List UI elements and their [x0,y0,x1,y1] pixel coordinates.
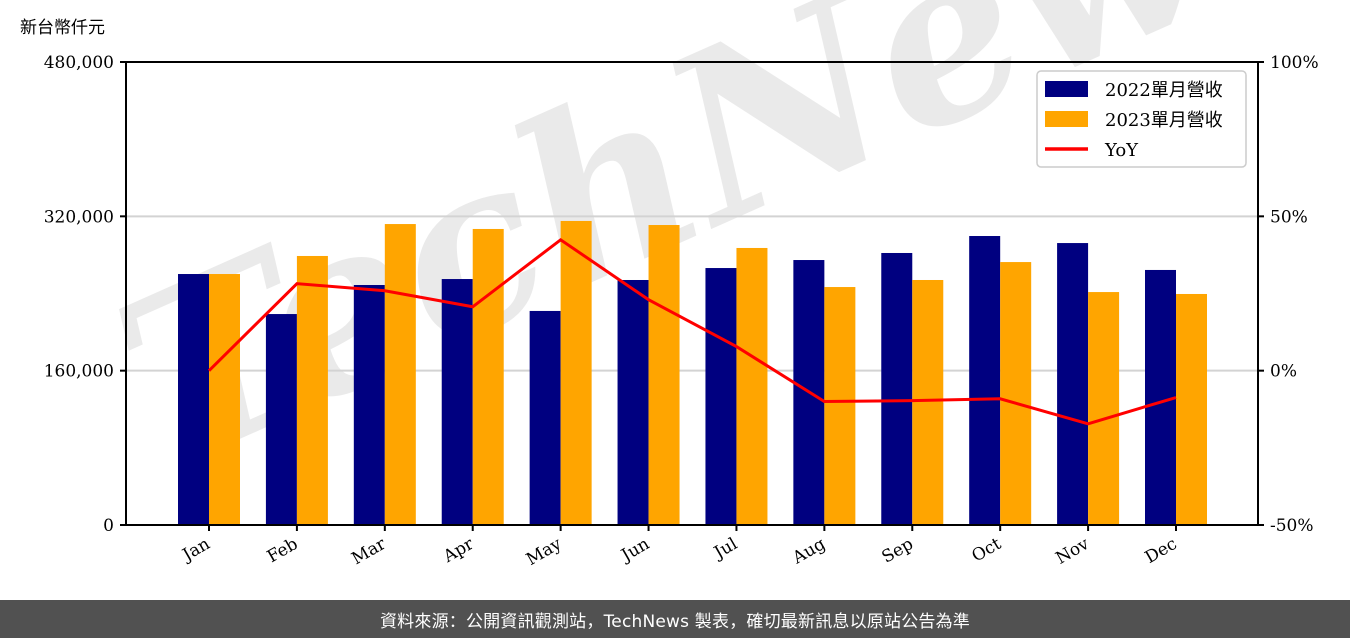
bar-jun [617,279,649,525]
source-footer: 資料來源：公開資訊觀測站，TechNews 製表，確切最新訊息以原站公告為準 [0,600,1350,638]
bar-series-2023 [209,220,1207,526]
bar-jan [178,274,209,525]
x-tick-label-aug: Aug [788,534,829,569]
bar-nov [1057,243,1089,525]
legend-label: 2022單月營收 [1105,80,1223,101]
x-tick-label-jan: Jan [178,534,214,566]
legend-label: YoY [1104,140,1139,161]
x-tick-label-jul: Jul [709,534,741,564]
yoy-line [207,237,1177,426]
source-text: 資料來源：公開資訊觀測站，TechNews 製表，確切最新訊息以原站公告為準 [379,611,970,632]
left-tick-label: 320,000 [44,207,114,227]
bar-jun [648,225,680,525]
bar-oct [969,236,1001,525]
legend: 2022單月營收 2023單月營收 YoY [1036,70,1247,168]
right-tick-label: 50% [1270,207,1308,227]
right-tick-label: 100% [1270,53,1319,73]
bar-sep [912,279,944,525]
left-tick-label: 160,000 [44,362,114,382]
x-tick-label-mar: Mar [348,534,390,570]
x-tick-label-apr: Apr [439,534,478,568]
bar-feb [265,314,297,525]
x-tick-label-sep: Sep [879,534,917,568]
x-tick-label-nov: Nov [1053,534,1093,569]
x-tick-label-may: May [523,534,566,570]
bar-dec [1176,293,1207,525]
bar-feb [296,255,328,525]
chart-container: TechNews 0 160,000 320,000 480,000 -50% 0% 50%… [20,0,1350,570]
x-tick-label-dec: Dec [1142,534,1181,568]
plot-frame [125,61,1259,526]
bar-mar [384,224,416,526]
bar-mar [353,285,385,525]
right-tick-label: 0% [1270,362,1297,382]
bar-dec [1145,269,1176,525]
bar-may [529,310,561,525]
left-tick-label: 0 [103,516,114,536]
bar-series-2022 [178,236,1176,526]
x-tick-label-jun: Jun [616,534,653,567]
legend-swatch [1045,81,1088,97]
left-tick-label: 480,000 [44,53,114,73]
bar-jan [209,274,240,525]
legend-box [1036,70,1247,168]
bar-apr [472,228,504,526]
bar-apr [441,279,473,525]
bar-nov [1088,292,1120,525]
bar-sep [881,252,913,526]
bar-oct [1000,262,1032,525]
legend-swatch [1045,111,1088,127]
x-tick-label-oct: Oct [968,534,1004,567]
bar-may [560,220,592,526]
legend-label: 2023單月營收 [1105,110,1223,131]
bar-series [178,220,1207,526]
right-tick-label: -50% [1270,516,1314,536]
y-axis-unit-label: 新台幣仟元 [20,18,105,38]
bar-jul [705,268,737,525]
bar-aug [824,287,856,525]
bar-jul [736,247,768,525]
combo-bar-line-chart: TechNews 0160,000320,000480,000-50%0%50%… [20,0,1350,570]
x-tick-label-feb: Feb [264,534,302,567]
yoy-line-series [207,237,1177,426]
